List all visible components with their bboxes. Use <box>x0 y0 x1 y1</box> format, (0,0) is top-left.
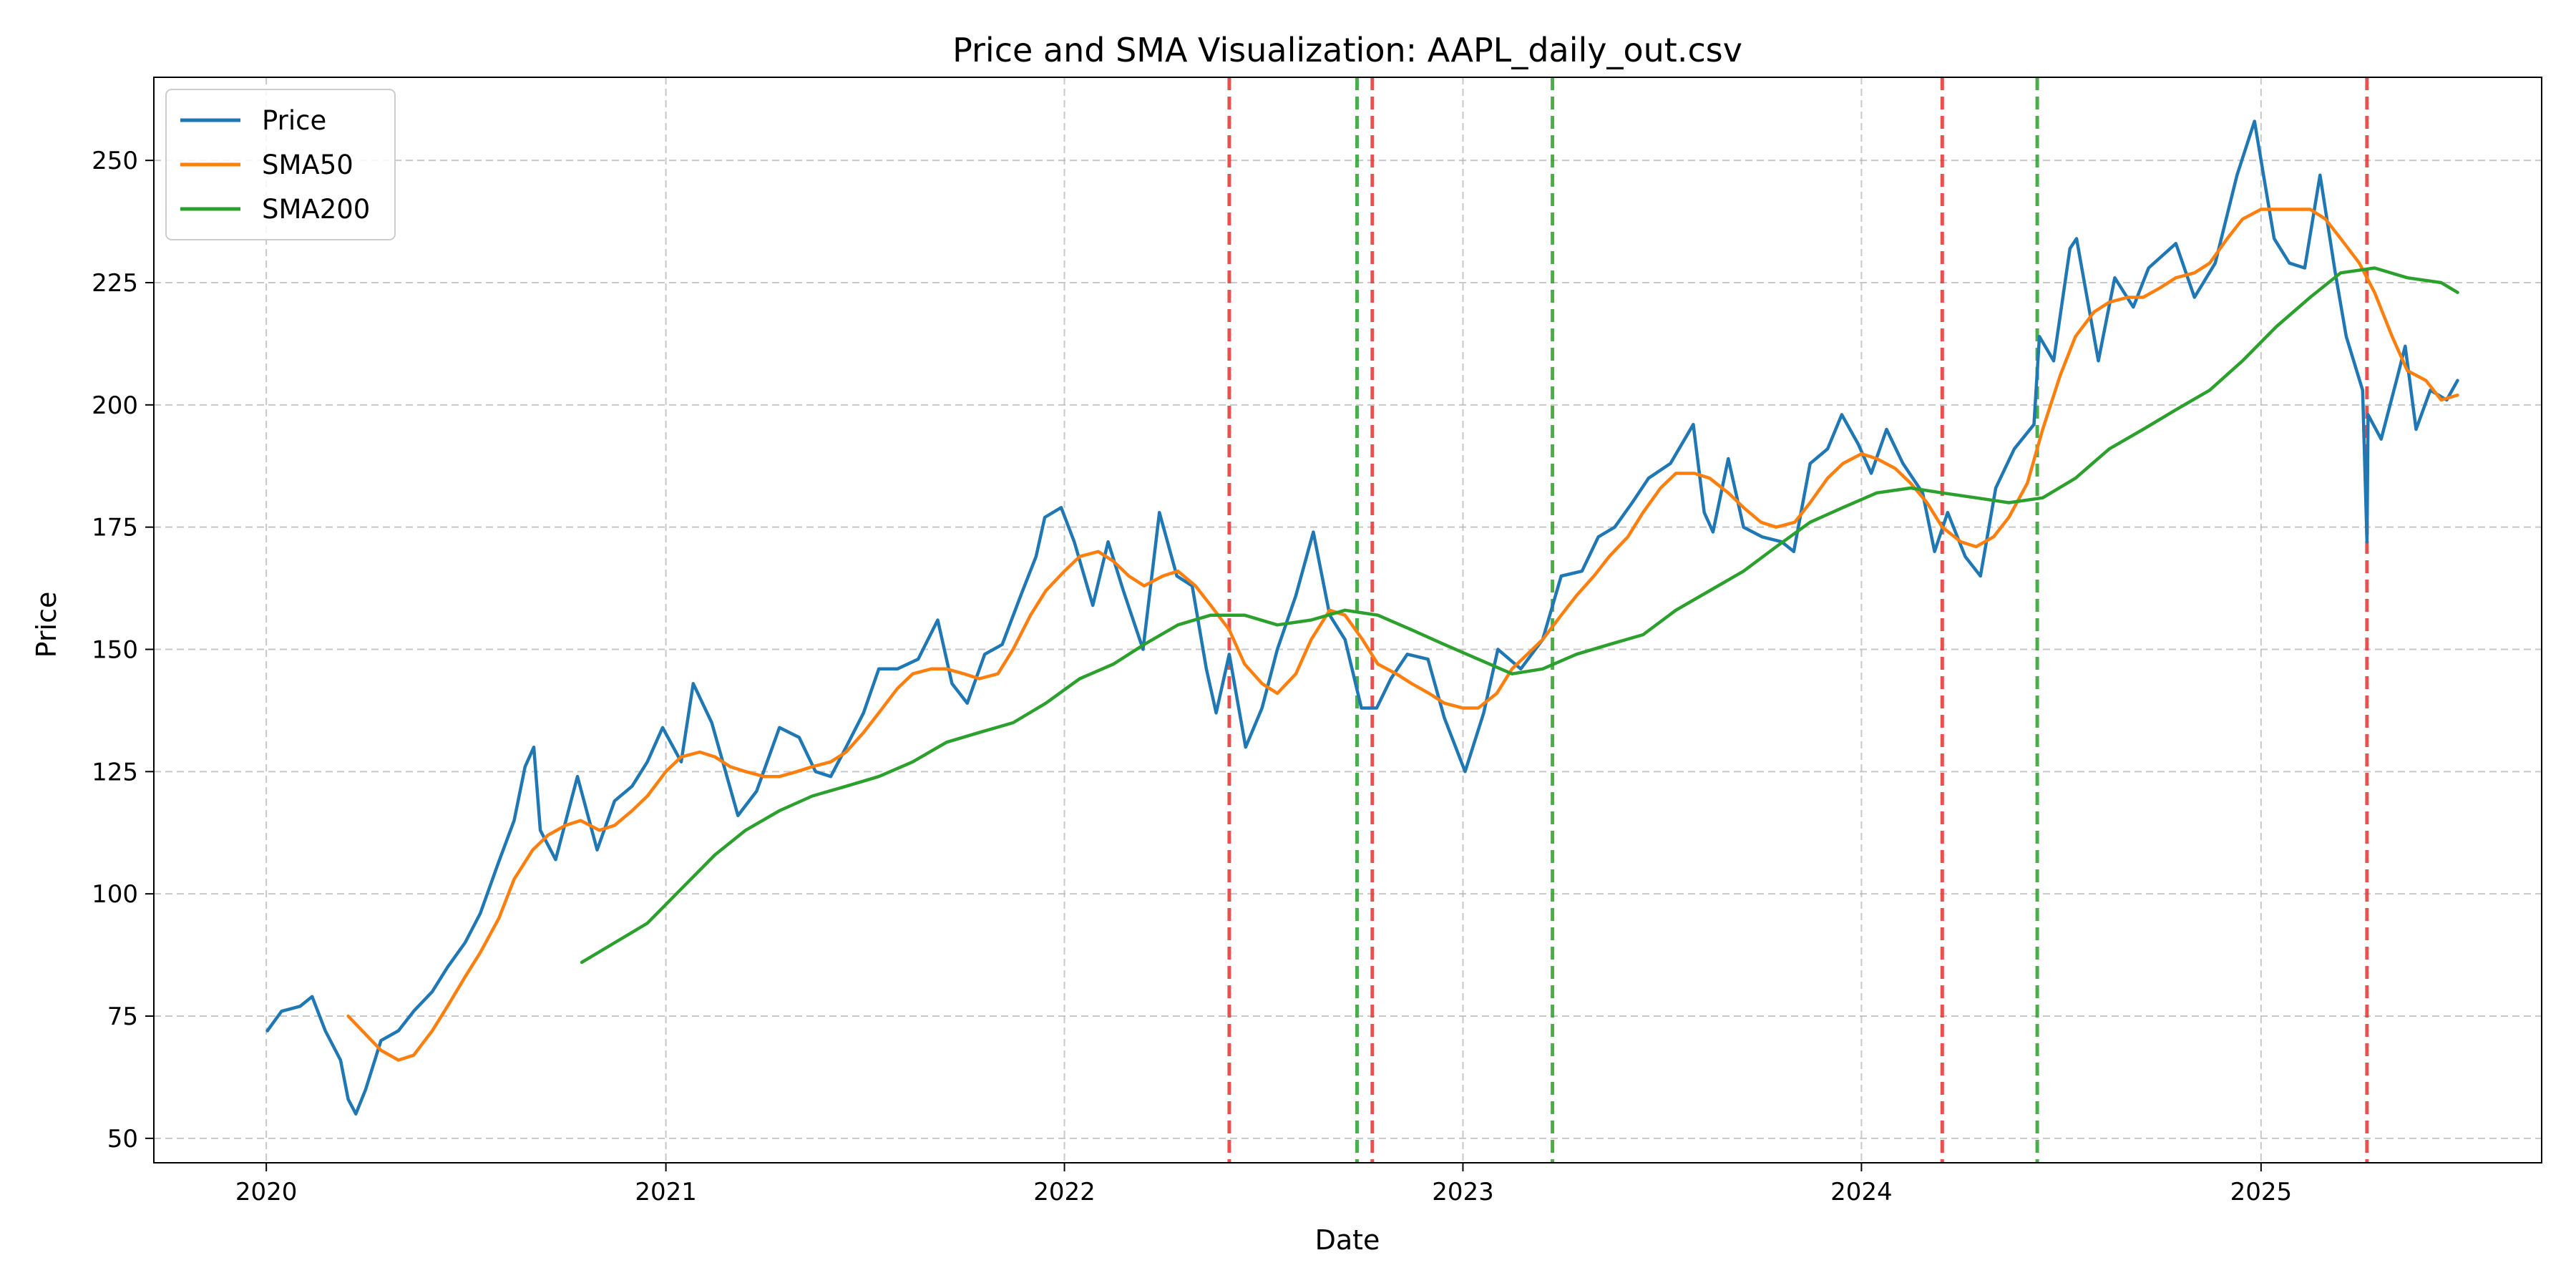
x-tick-label-2025: 2025 <box>2230 1178 2293 1206</box>
y-tick-label-175: 175 <box>92 514 138 542</box>
y-tick-label-250: 250 <box>92 147 138 175</box>
series-line-price <box>265 119 2459 1116</box>
y-axis-label: Price <box>31 592 62 658</box>
signal-lines-layer <box>1227 77 2369 1163</box>
legend-label-sma50: SMA50 <box>262 150 353 180</box>
y-tick-label-50: 50 <box>107 1125 138 1153</box>
y-tick-label-75: 75 <box>107 1002 138 1031</box>
series-layer <box>265 119 2459 1116</box>
y-tick-label-150: 150 <box>92 636 138 665</box>
x-tick-label-2021: 2021 <box>635 1178 697 1206</box>
y-tick-label-125: 125 <box>92 758 138 786</box>
legend-label-sma200: SMA200 <box>262 194 370 225</box>
x-tick-label-2024: 2024 <box>1830 1178 1893 1206</box>
chart-title: Price and SMA Visualization: AAPL_daily_… <box>952 31 1742 69</box>
legend-box <box>165 89 396 240</box>
legend: Price SMA50 SMA200 <box>165 89 396 240</box>
y-tick-label-200: 200 <box>92 391 138 420</box>
y-tick-label-225: 225 <box>92 269 138 298</box>
legend-label-price: Price <box>262 105 326 136</box>
series-line-sma50 <box>346 208 2459 1062</box>
x-tick-label-2022: 2022 <box>1033 1178 1096 1206</box>
plot-frame <box>153 77 2542 1163</box>
x-tick-label-2020: 2020 <box>235 1178 298 1206</box>
x-axis-label: Date <box>1315 1224 1380 1256</box>
x-tick-label-2023: 2023 <box>1432 1178 1494 1206</box>
tick-layer: 2020 2021 2022 2023 2024 2025 50 75 100 125 150 175… <box>92 147 2292 1206</box>
y-tick-label-100: 100 <box>92 880 138 909</box>
series-line-sma200 <box>580 266 2459 965</box>
